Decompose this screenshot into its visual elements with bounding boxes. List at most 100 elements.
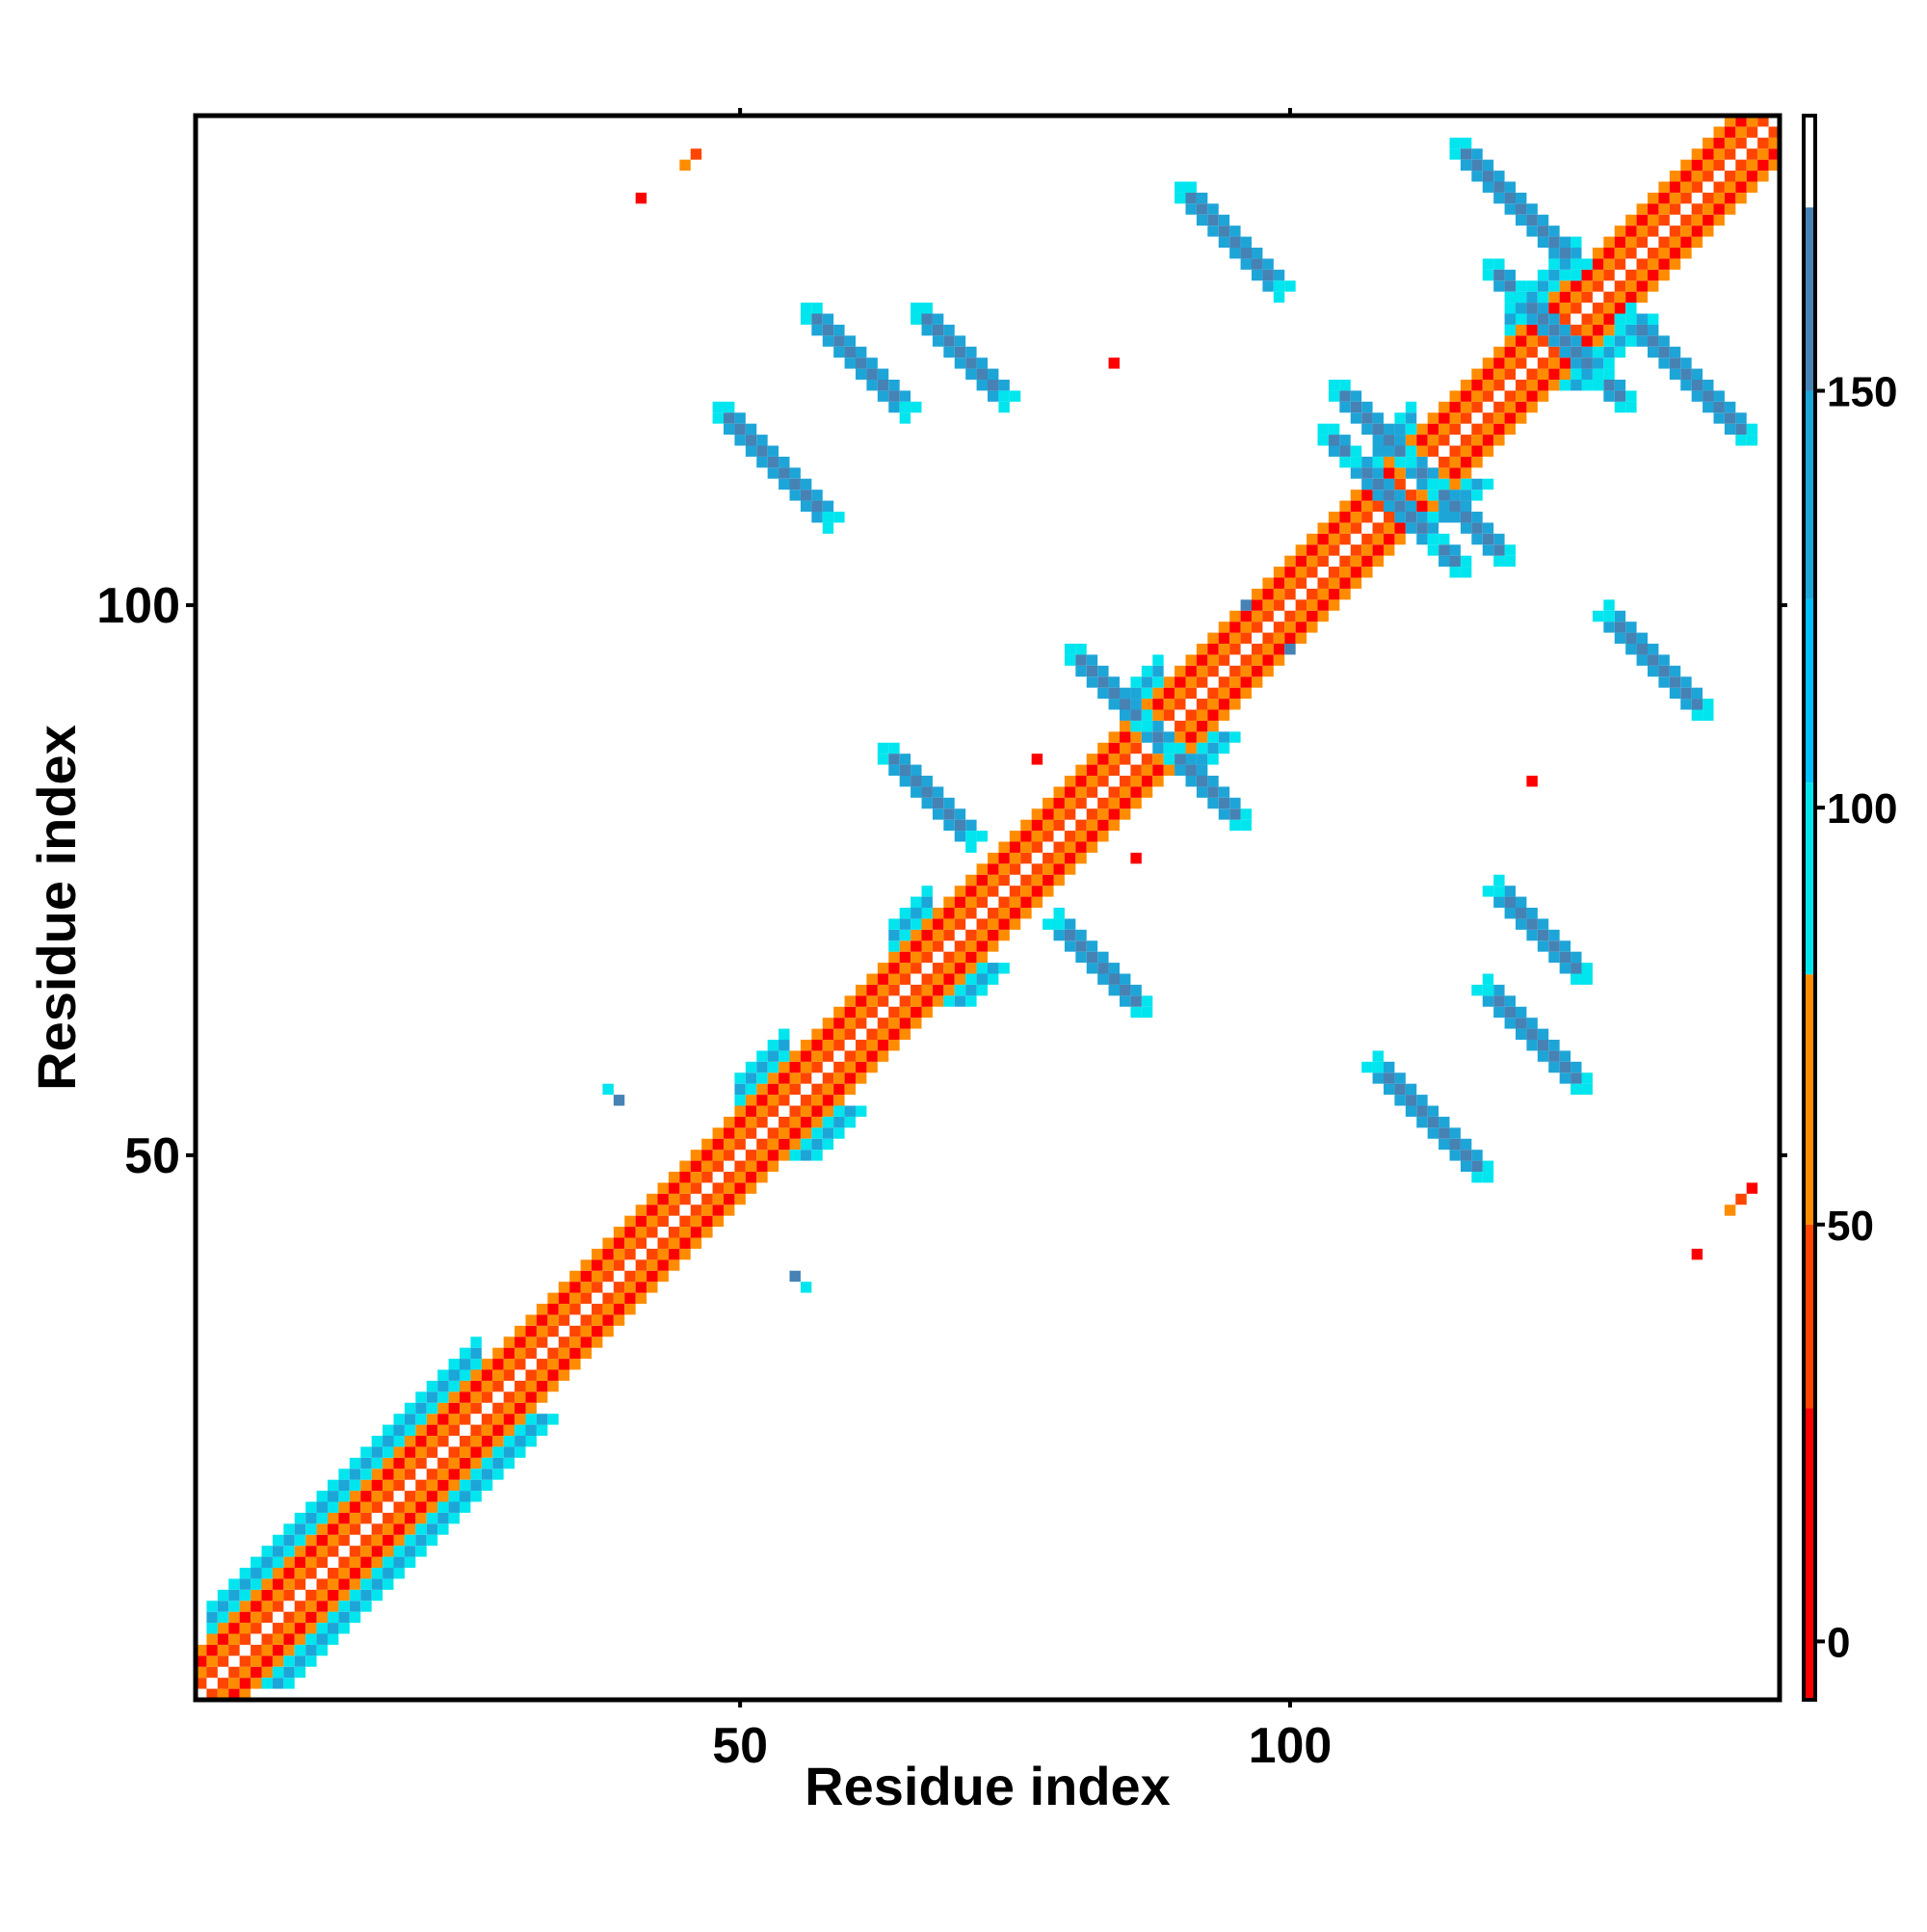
- heatmap-cell: [515, 1391, 526, 1403]
- heatmap-cell: [724, 1116, 735, 1128]
- heatmap-cell: [877, 390, 889, 402]
- heatmap-cell: [1009, 841, 1021, 853]
- heatmap-cell: [1086, 819, 1098, 832]
- heatmap-cell: [943, 908, 955, 919]
- heatmap-cell: [888, 764, 900, 776]
- heatmap-cell: [811, 1116, 823, 1128]
- heatmap-cell: [1571, 368, 1582, 380]
- heatmap-cell: [371, 1457, 383, 1469]
- heatmap-cell: [976, 886, 988, 897]
- heatmap-cell: [393, 1546, 405, 1557]
- heatmap-cell: [1460, 159, 1472, 172]
- heatmap-cell: [558, 1314, 570, 1326]
- heatmap-cell: [206, 1623, 218, 1634]
- heatmap-cell: [1053, 786, 1065, 798]
- heatmap-cell: [745, 1127, 757, 1139]
- heatmap-cell: [635, 1282, 647, 1293]
- heatmap-cell: [1295, 555, 1307, 568]
- heatmap-cell: [976, 896, 988, 908]
- heatmap-cell: [822, 1127, 834, 1139]
- heatmap-cell: [196, 1644, 207, 1656]
- heatmap-cell: [822, 1138, 834, 1151]
- heatmap-cell: [294, 1644, 306, 1656]
- heatmap-cell: [294, 1578, 306, 1590]
- heatmap-cell: [1108, 808, 1120, 820]
- heatmap-cell: [294, 1611, 306, 1624]
- heatmap-cell: [1416, 522, 1428, 534]
- heatmap-cell: [580, 1282, 592, 1293]
- heatmap-cell: [1680, 676, 1692, 688]
- heatmap-cell: [1460, 445, 1472, 457]
- heatmap-cell: [1273, 588, 1285, 600]
- heatmap-cell: [1691, 171, 1703, 182]
- colorbar-band: [1804, 974, 1815, 1225]
- heatmap-cell: [1252, 665, 1263, 677]
- heatmap-cell: [1031, 831, 1043, 842]
- heatmap-cell: [1493, 280, 1505, 292]
- heatmap-cell: [1537, 291, 1549, 304]
- heatmap-cell: [1571, 280, 1582, 292]
- heatmap-cell: [988, 380, 999, 391]
- heatmap-cell: [921, 951, 933, 964]
- heatmap-cell: [1020, 831, 1032, 842]
- heatmap-cell: [1252, 622, 1263, 633]
- heatmap-cell: [1493, 346, 1505, 358]
- heatmap-cell: [1384, 512, 1395, 523]
- heatmap-cell: [888, 1028, 900, 1040]
- heatmap-cell: [1482, 984, 1494, 996]
- heatmap-cell: [1273, 632, 1285, 644]
- heatmap-cell: [1086, 951, 1098, 964]
- heatmap-cell: [1658, 258, 1670, 270]
- heatmap-cell: [1571, 269, 1582, 281]
- heatmap-cell: [228, 1633, 240, 1645]
- heatmap-cell: [756, 435, 768, 446]
- heatmap-cell: [1207, 720, 1219, 732]
- colorbar-band: [1804, 782, 1815, 975]
- heatmap-cell: [965, 908, 977, 919]
- heatmap-cell: [1439, 533, 1450, 545]
- heatmap-cell: [1031, 808, 1043, 820]
- heatmap-cell: [679, 159, 691, 172]
- heatmap-cell: [1713, 390, 1725, 402]
- heatmap-cell: [1625, 324, 1637, 336]
- heatmap-cell: [943, 929, 955, 941]
- heatmap-cell: [536, 1414, 548, 1425]
- heatmap-cell: [724, 1193, 735, 1205]
- heatmap-cell: [251, 1556, 262, 1568]
- heatmap-cell: [877, 742, 889, 754]
- heatmap-cell: [779, 1127, 790, 1139]
- heatmap-cell: [965, 963, 977, 974]
- heatmap-cell: [921, 886, 933, 897]
- heatmap-cell: [1724, 401, 1736, 413]
- heatmap-cell: [1746, 148, 1758, 160]
- heatmap-cell: [976, 984, 988, 996]
- heatmap-cell: [1504, 995, 1516, 1007]
- heatmap-cell: [1691, 203, 1703, 215]
- heatmap-cell: [1262, 280, 1274, 292]
- heatmap-cell: [1669, 248, 1681, 259]
- heatmap-cell: [1361, 555, 1373, 568]
- heatmap-cell: [613, 1227, 625, 1238]
- heatmap-cell: [1680, 236, 1692, 248]
- heatmap-cell: [1372, 445, 1384, 457]
- heatmap-cell: [1130, 676, 1142, 688]
- heatmap-cell: [911, 303, 922, 314]
- heatmap-cell: [911, 896, 922, 908]
- heatmap-cell: [1482, 390, 1494, 402]
- heatmap-cell: [1262, 654, 1274, 666]
- heatmap-cell: [1625, 401, 1637, 413]
- heatmap-cell: [1581, 313, 1593, 325]
- heatmap-cell: [1636, 335, 1648, 347]
- heatmap-cell: [1625, 335, 1637, 347]
- heatmap-cell: [800, 1095, 812, 1106]
- heatmap-cell: [1703, 137, 1714, 149]
- heatmap-cell: [1405, 456, 1417, 468]
- heatmap-cell: [1207, 797, 1219, 809]
- heatmap-cell: [503, 1414, 515, 1425]
- heatmap-cell: [1185, 709, 1197, 721]
- heatmap-cell: [1559, 951, 1571, 964]
- heatmap-cell: [911, 401, 922, 413]
- heatmap-cell: [1120, 786, 1131, 798]
- heatmap-cell: [349, 1523, 361, 1535]
- heatmap-cell: [602, 1248, 614, 1260]
